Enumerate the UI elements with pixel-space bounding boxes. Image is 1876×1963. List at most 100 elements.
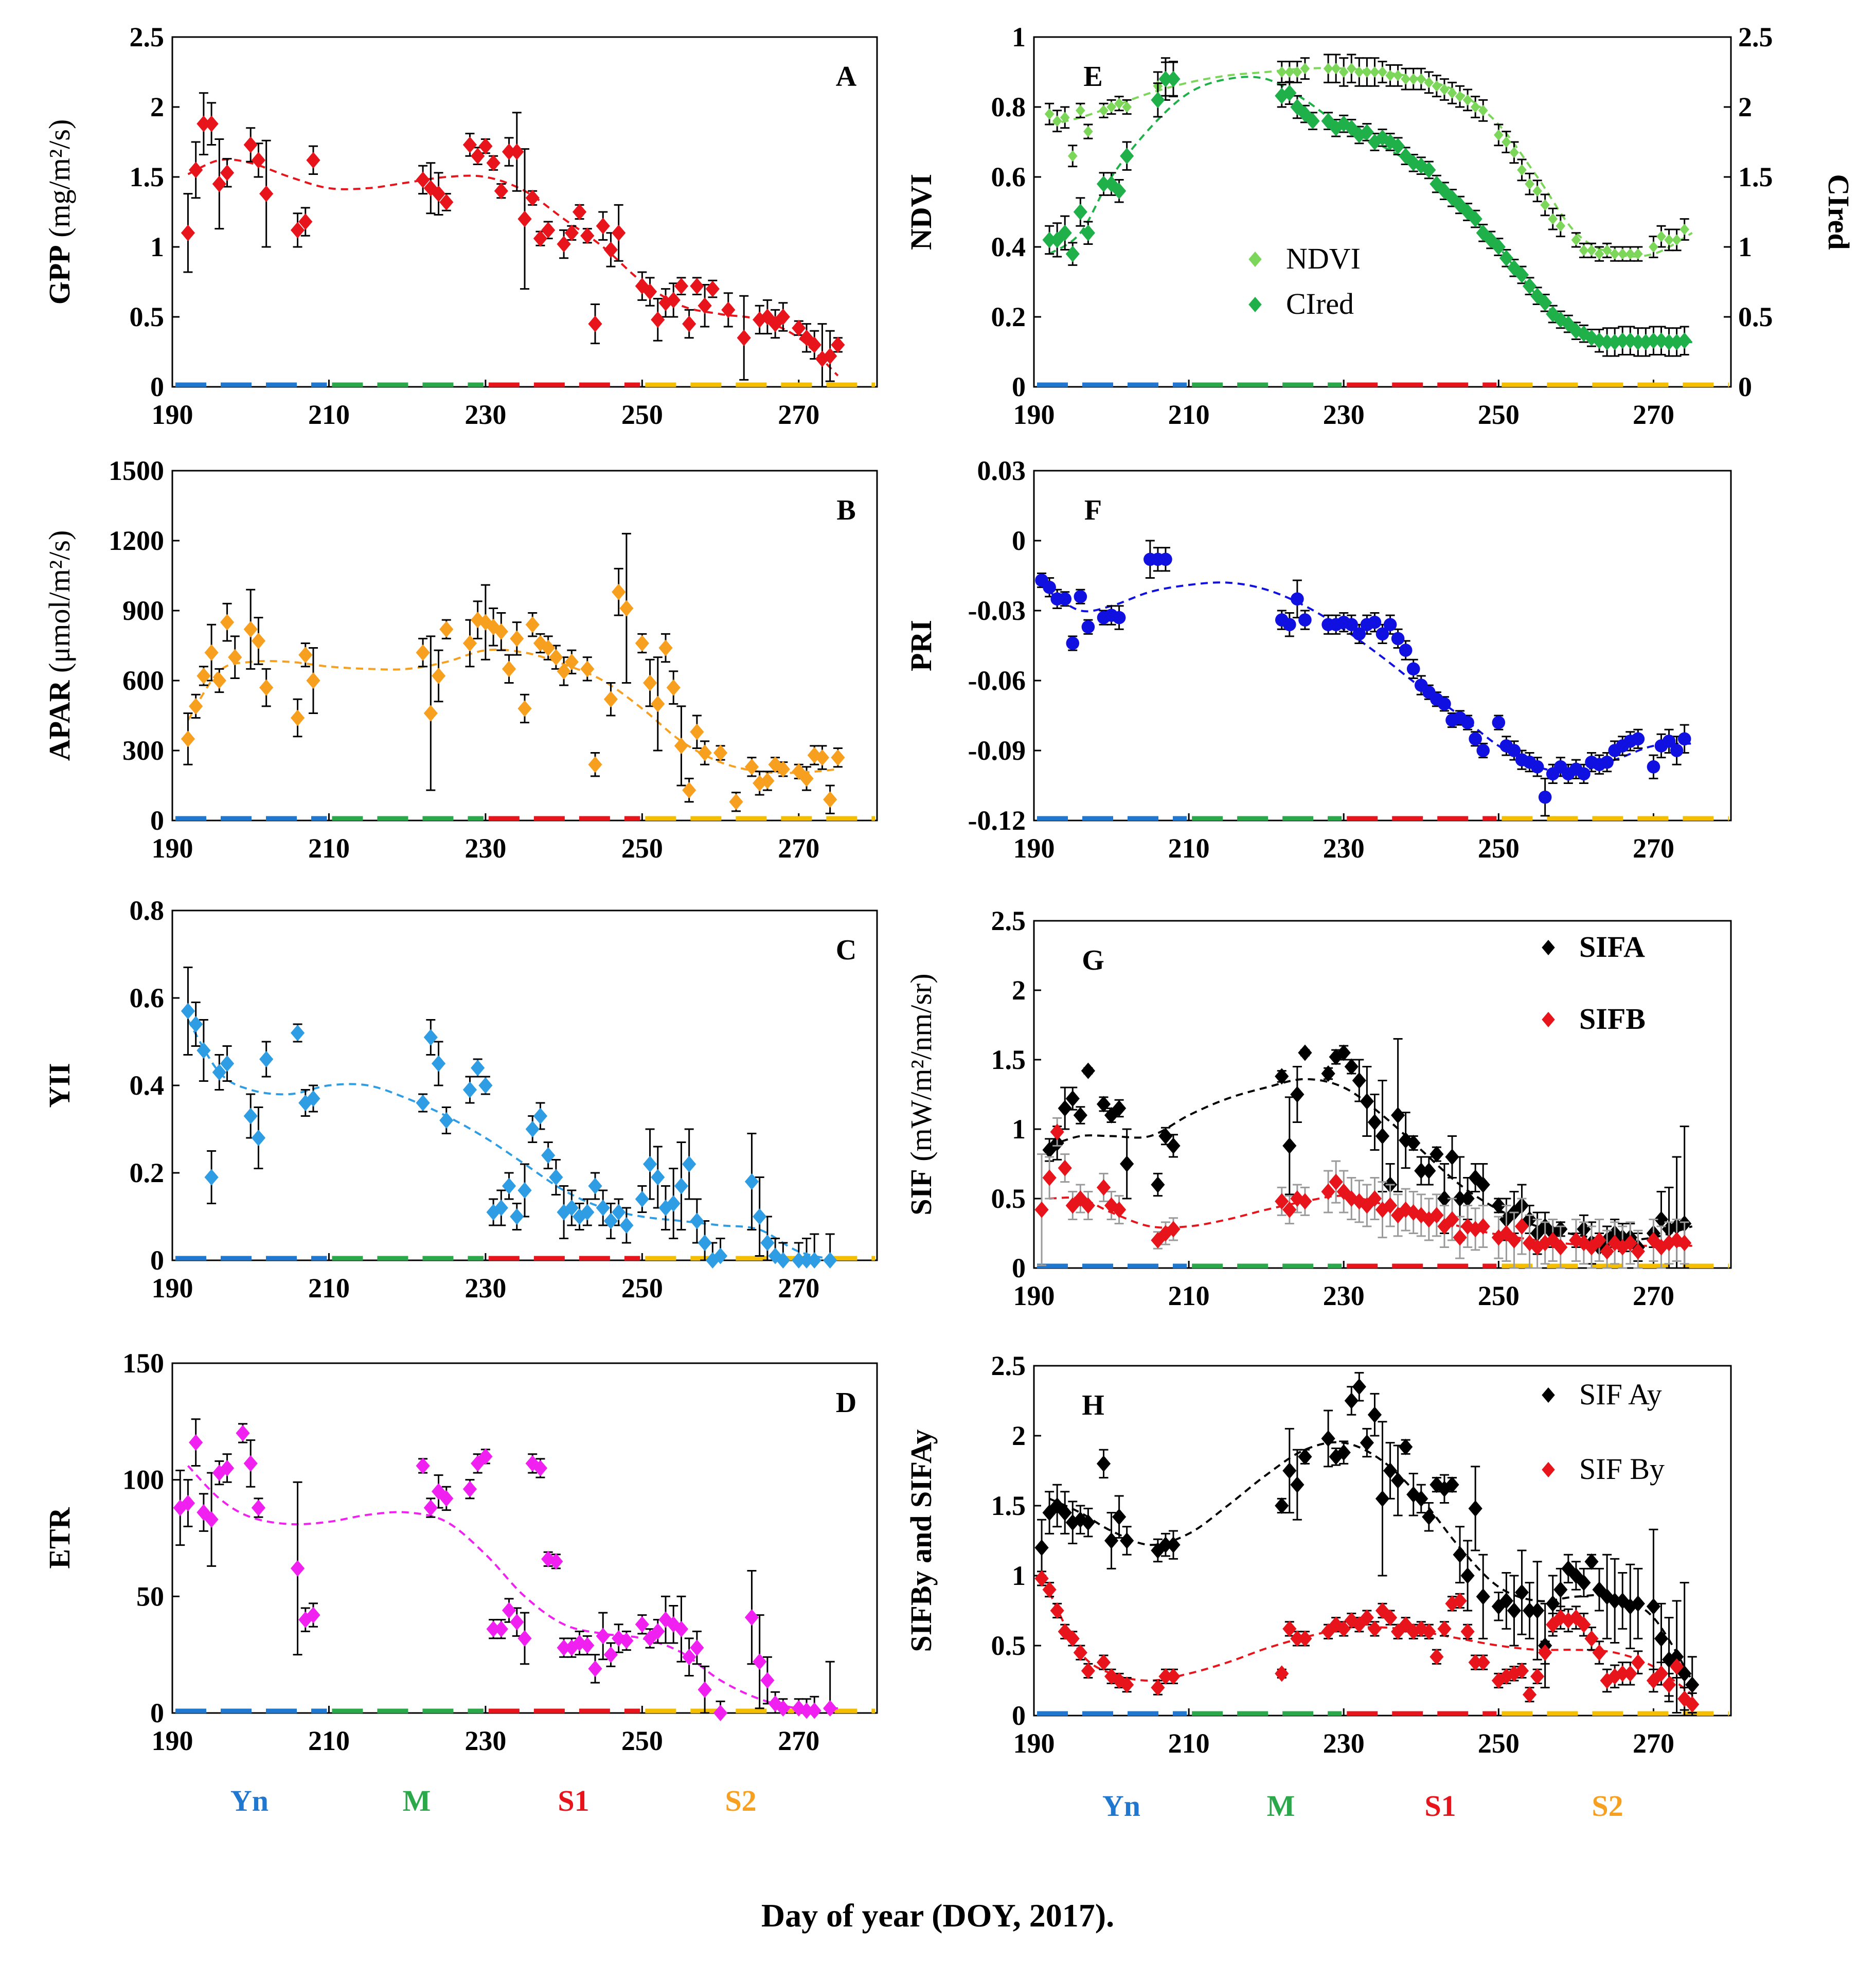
legend-label: NDVI <box>1286 242 1361 275</box>
data-point <box>1649 241 1658 253</box>
data-point <box>1432 80 1442 92</box>
data-point <box>1416 73 1426 85</box>
data-point <box>1367 1190 1382 1207</box>
data-point <box>1383 1609 1398 1626</box>
data-point <box>510 144 524 160</box>
data-point <box>204 1169 219 1186</box>
panel-A: 0 0.5 1 1.5 2 2.5 190 210 230 250 270 GPP (mg/m²/s)… <box>43 22 878 430</box>
data-point <box>612 224 626 241</box>
data-point <box>557 1639 571 1656</box>
y-tick-label-D: 100 <box>122 1465 164 1495</box>
x-tick-label-F: 270 <box>1633 833 1674 864</box>
data-point <box>1112 183 1127 200</box>
data-point <box>1065 1630 1080 1647</box>
data-point <box>760 772 775 789</box>
x-tick-label-B: 270 <box>778 833 819 864</box>
data-point <box>1556 220 1566 232</box>
data-point <box>1336 1444 1351 1461</box>
data-point <box>181 224 195 241</box>
y-right-tick-label-E: 0.5 <box>1738 301 1773 332</box>
data-point <box>1282 84 1297 101</box>
data-point <box>651 1169 665 1186</box>
data-point <box>243 1455 258 1472</box>
data-point <box>721 301 736 318</box>
data-point <box>1469 732 1482 746</box>
data-point <box>1275 1068 1289 1085</box>
x-tick-label-H: 250 <box>1478 1728 1520 1759</box>
data-point <box>1158 70 1173 87</box>
y-tick-label-H: 0 <box>1012 1700 1026 1731</box>
data-point <box>557 1204 571 1221</box>
x-tick-label-E: 190 <box>1013 399 1055 430</box>
trend-line-B <box>187 648 838 774</box>
data-point <box>471 1060 485 1076</box>
data-point <box>1075 104 1085 116</box>
data-point <box>1050 1123 1064 1140</box>
y-tick-label-G: 0 <box>1012 1253 1026 1283</box>
series-G-1 <box>1034 1117 1692 1269</box>
data-point <box>744 1173 759 1190</box>
plot-frame-B <box>171 470 878 822</box>
y-axis-label-main-F: PRI <box>904 620 938 671</box>
data-point <box>220 614 235 631</box>
data-point <box>290 1560 305 1577</box>
data-point <box>525 189 540 206</box>
data-point <box>1096 175 1111 192</box>
x-tick-label-E: 250 <box>1478 399 1520 430</box>
y-axis-label-C: YII <box>43 1063 76 1108</box>
data-point <box>1298 1630 1312 1647</box>
data-point <box>768 1695 782 1712</box>
data-point <box>1112 1100 1127 1117</box>
data-point <box>1492 716 1506 729</box>
data-point <box>1065 245 1080 262</box>
x-tick-label-F: 190 <box>1013 833 1055 864</box>
data-point <box>1081 620 1095 634</box>
data-point <box>471 148 485 165</box>
data-point <box>259 185 274 202</box>
legend-label: SIF By <box>1579 1452 1665 1486</box>
data-point <box>666 1195 681 1212</box>
y-axis-label-main-H: SIFBy and SIFAy <box>904 1430 938 1652</box>
data-point <box>1083 126 1093 137</box>
y-tick-label-D: 50 <box>136 1581 164 1612</box>
y-axis-label-main-E: NDVI <box>904 174 938 250</box>
data-point <box>298 213 313 230</box>
y-axis-label-main-D: ETR <box>43 1507 76 1568</box>
panel-E: 0 0.2 0.4 0.6 0.8 1 0 0.5 1 1.5 2 2.5 190 210 230 250 27… <box>904 22 1855 430</box>
data-point <box>533 1460 548 1476</box>
y-tick-label-D: 0 <box>150 1698 164 1728</box>
data-point <box>251 632 266 649</box>
data-point <box>635 635 649 652</box>
data-point <box>1283 618 1296 631</box>
x-tick-label-A: 250 <box>621 399 663 430</box>
panel-C: 0 0.2 0.4 0.6 0.8 190 210 230 250 270 YII C <box>43 895 878 1304</box>
y-tick-label-B: 0 <box>150 805 164 836</box>
data-point <box>1291 592 1304 606</box>
data-point <box>1546 1595 1560 1612</box>
data-point <box>462 1480 477 1497</box>
data-point <box>1607 1592 1622 1609</box>
y-axis-label-E: NDVI <box>904 174 938 250</box>
data-point <box>1470 101 1480 113</box>
y-axis-label-B: APAR (μmol/m²/s) <box>43 530 76 761</box>
data-point <box>1592 1644 1606 1661</box>
y-tick-label-F: 0.03 <box>977 455 1026 486</box>
y-tick-label-F: -0.03 <box>968 595 1026 626</box>
x-tick-label-G: 230 <box>1323 1280 1365 1311</box>
data-point <box>807 1252 821 1269</box>
data-point <box>549 1169 563 1186</box>
trend-line-C <box>187 1019 838 1261</box>
data-point <box>1044 108 1055 120</box>
data-point <box>1345 618 1359 631</box>
data-point <box>298 647 313 664</box>
data-point <box>517 700 532 717</box>
data-point <box>423 1029 438 1046</box>
data-point <box>1670 1658 1684 1675</box>
data-point <box>1631 732 1645 746</box>
data-point <box>189 1016 203 1032</box>
data-point <box>478 1448 493 1465</box>
data-point <box>1662 735 1676 748</box>
data-point <box>1631 1243 1645 1260</box>
data-point <box>580 227 595 244</box>
data-point <box>1430 1146 1444 1163</box>
